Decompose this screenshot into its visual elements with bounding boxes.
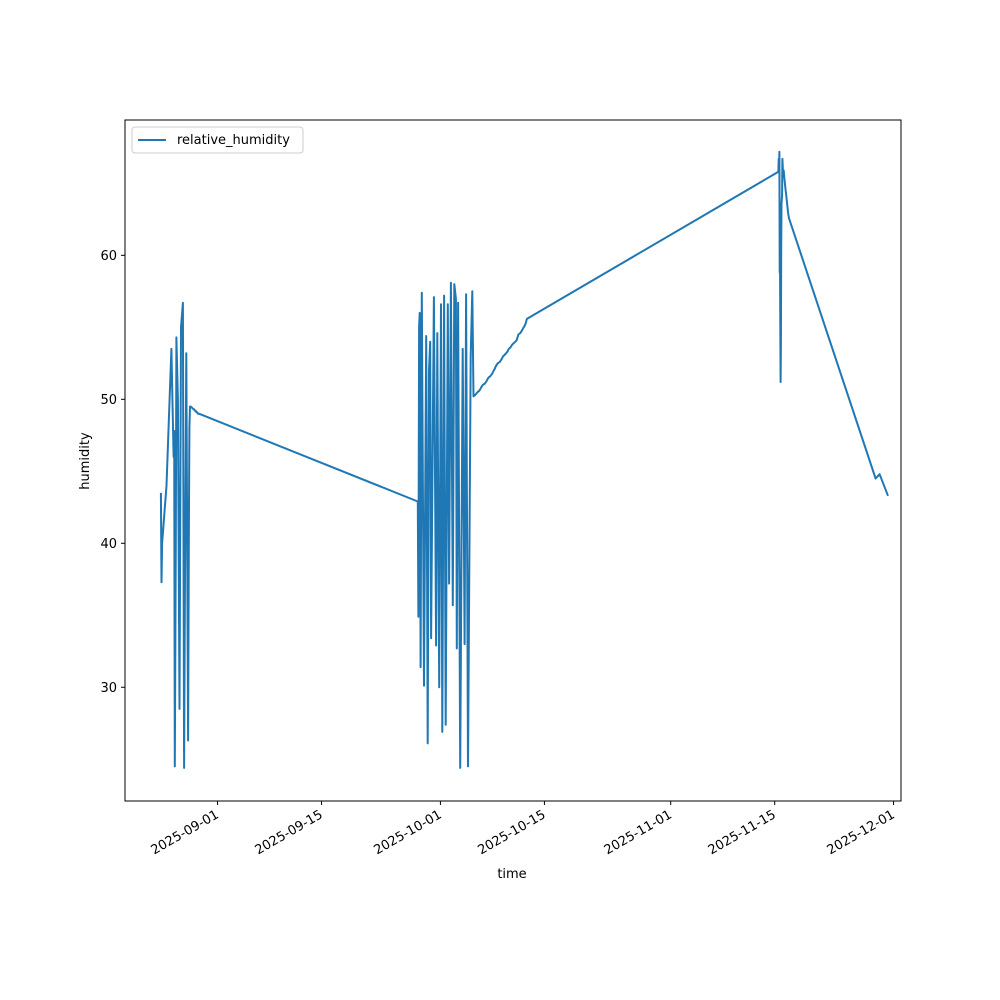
x-axis-label: time <box>497 867 526 882</box>
legend-label: relative_humidity <box>177 133 290 148</box>
x-tick-label: 2025-12-01 <box>825 807 898 858</box>
legend-box <box>131 126 304 154</box>
series-line-0 <box>159 150 889 769</box>
y-axis-label: humidity <box>78 432 93 490</box>
x-tick-label: 2025-11-15 <box>706 807 779 858</box>
y-tick-label: 40 <box>100 537 117 552</box>
x-tick-label: 2025-10-01 <box>371 807 444 858</box>
x-tick-label: 2025-09-01 <box>149 807 222 858</box>
legend: relative_humidity <box>131 126 304 154</box>
y-tick-label: 60 <box>100 249 117 264</box>
y-axis-ticks: 30 40 50 60 <box>100 249 125 696</box>
x-tick-label: 2025-09-15 <box>253 807 326 858</box>
x-axis-ticks: 2025-09-01 2025-09-15 2025-10-01 2025-10-15… <box>149 801 898 858</box>
y-tick-label: 30 <box>100 681 117 696</box>
x-tick-label: 2025-10-15 <box>475 807 548 858</box>
series-layer <box>159 150 889 769</box>
plot-area <box>159 150 889 769</box>
x-tick-label: 2025-11-01 <box>602 807 675 858</box>
axes-frame <box>124 119 902 802</box>
y-tick-label: 50 <box>100 393 117 408</box>
